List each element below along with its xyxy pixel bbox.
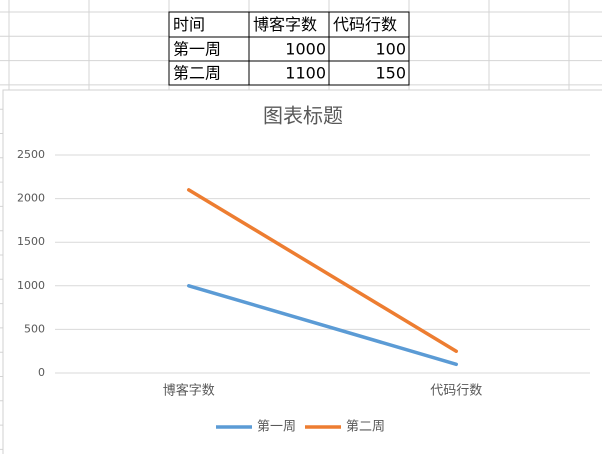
x-tick-label: 代码行数 bbox=[430, 384, 482, 399]
x-tick-label: 博客字数 bbox=[163, 383, 215, 399]
cell-text: 代码行数 bbox=[333, 15, 397, 34]
y-tick-label: 2000 bbox=[17, 192, 45, 205]
table-cell[interactable] bbox=[248, 60, 330, 86]
legend-label: 第一周 bbox=[257, 420, 296, 435]
table-cell[interactable] bbox=[328, 60, 410, 86]
legend-label: 第二周 bbox=[346, 420, 385, 435]
line-series bbox=[187, 284, 458, 367]
cell-text: 第一周 bbox=[173, 40, 221, 59]
table-cell[interactable] bbox=[248, 36, 330, 62]
table-cell[interactable] bbox=[328, 11, 410, 38]
chart-title: 图表标题 bbox=[263, 104, 343, 128]
y-tick-label: 1500 bbox=[17, 235, 45, 248]
line-series bbox=[187, 188, 458, 353]
cell-text: 100 bbox=[375, 40, 406, 59]
y-tick-label: 2500 bbox=[17, 148, 45, 161]
cell-text: 1100 bbox=[285, 64, 326, 83]
chart-area[interactable] bbox=[2, 89, 602, 454]
table-cell[interactable] bbox=[168, 36, 250, 62]
cell-text: 第二周 bbox=[173, 64, 221, 83]
cell-text: 博客字数 bbox=[253, 15, 317, 34]
y-tick-label: 1000 bbox=[17, 279, 45, 292]
cell-text: 时间 bbox=[173, 15, 205, 34]
table-cell[interactable] bbox=[328, 36, 410, 62]
y-tick-label: 500 bbox=[24, 322, 45, 335]
y-tick-label: 0 bbox=[38, 366, 45, 379]
cell-text: 1000 bbox=[285, 40, 326, 59]
cell-text: 150 bbox=[375, 64, 406, 83]
table-cell[interactable] bbox=[168, 60, 250, 86]
